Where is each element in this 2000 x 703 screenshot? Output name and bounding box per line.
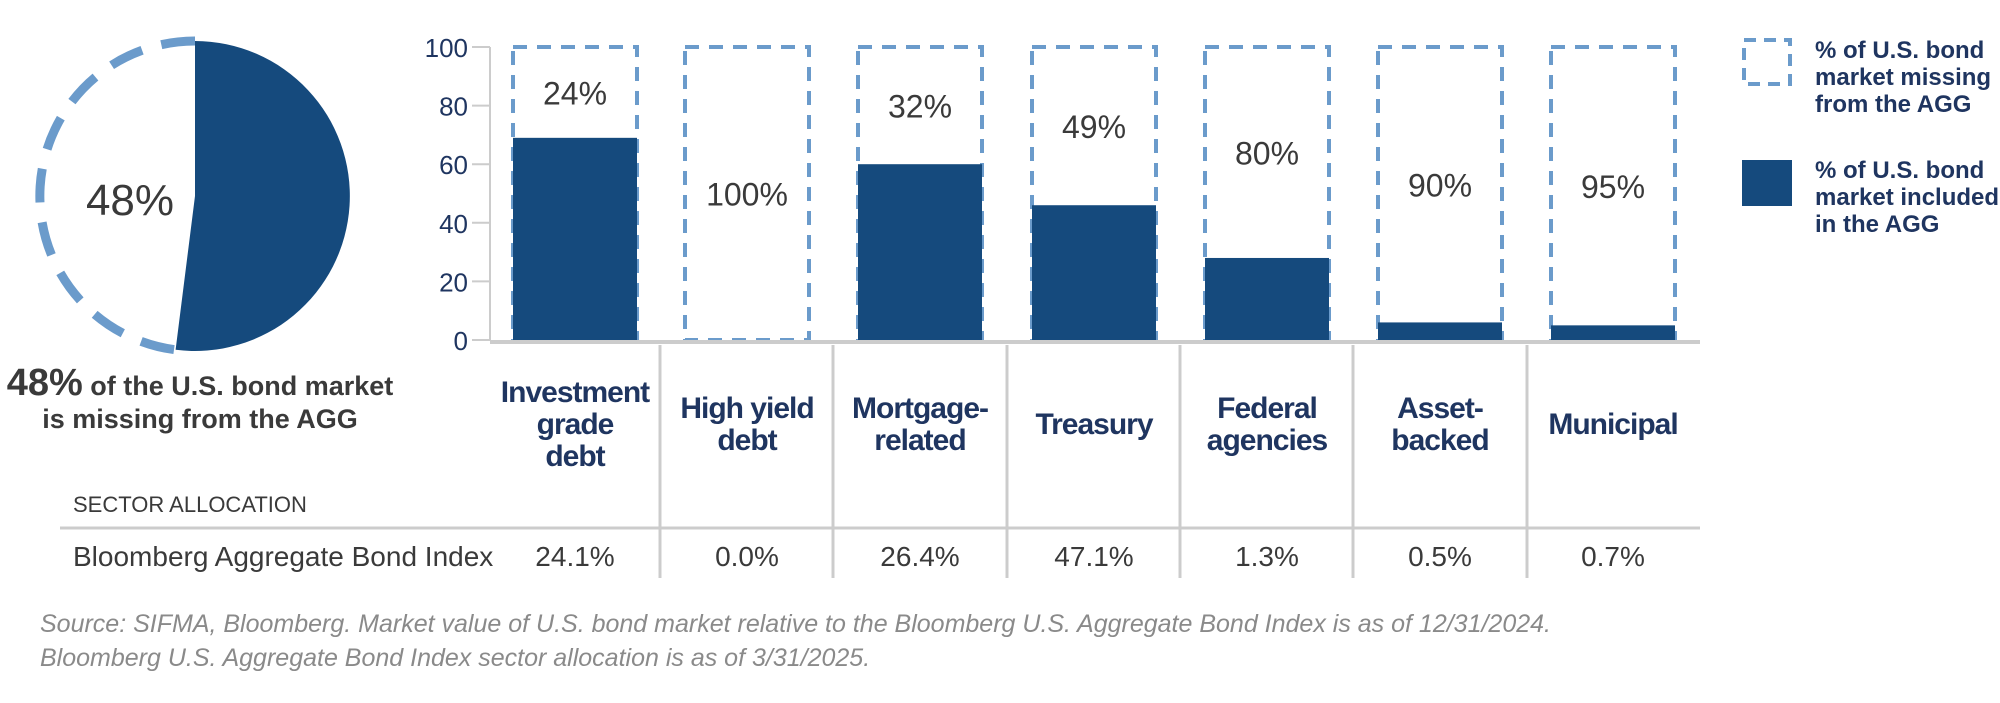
x-category-label: agencies — [1207, 424, 1328, 457]
y-tick-label: 0 — [454, 326, 468, 356]
x-category-label: grade — [537, 408, 614, 441]
source-line: Source: SIFMA, Bloomberg. Market value o… — [40, 610, 1551, 638]
y-tick-label: 20 — [439, 267, 468, 297]
x-category-label: related — [874, 424, 965, 457]
y-tick-label: 80 — [439, 92, 468, 122]
legend-label: market included — [1815, 184, 1999, 211]
source-note: Source: SIFMA, Bloomberg. Market value o… — [40, 610, 1551, 672]
x-category-label: High yield — [680, 392, 813, 425]
bar-included — [858, 164, 982, 343]
legend-swatch-included — [1742, 160, 1792, 206]
bar-included — [513, 137, 637, 343]
bar-missing-label: 100% — [706, 177, 788, 213]
table-cell-value: 0.7% — [1581, 541, 1645, 572]
legend-label: % of U.S. bond — [1815, 157, 1984, 184]
x-category-label: debt — [545, 440, 605, 473]
legend-label: % of U.S. bond — [1815, 37, 1984, 64]
pie-caption-line1: 48% of the U.S. bond market — [7, 362, 394, 404]
x-category-label: Municipal — [1548, 408, 1677, 441]
legend-label: from the AGG — [1815, 91, 1971, 118]
table-section-label: SECTOR ALLOCATION — [73, 492, 307, 517]
x-category-label: Federal — [1217, 392, 1317, 425]
legend-swatch-missing — [1742, 38, 1792, 86]
pie-center-label: 48% — [86, 176, 174, 225]
x-category-label: Mortgage- — [852, 392, 988, 425]
bar-included — [1032, 205, 1156, 343]
bar-missing — [1030, 45, 1158, 342]
x-category-label: debt — [717, 424, 777, 457]
x-category-label: Investment — [501, 376, 650, 409]
bar-missing-label: 32% — [888, 89, 952, 125]
x-category-label: backed — [1391, 424, 1488, 457]
source-line: Bloomberg U.S. Aggregate Bond Index sect… — [40, 644, 870, 672]
sector-allocation-table: SECTOR ALLOCATION Bloomberg Aggregate Bon… — [60, 345, 1700, 578]
bar-missing-label: 24% — [543, 75, 607, 111]
y-tick-label: 40 — [439, 209, 468, 239]
table-cell-value: 26.4% — [880, 541, 959, 572]
legend-label: in the AGG — [1815, 211, 1939, 238]
bar-missing-label: 80% — [1235, 135, 1299, 171]
bar-included — [1551, 325, 1675, 343]
bar-missing-label: 49% — [1062, 109, 1126, 145]
bar-included — [1205, 257, 1329, 343]
pie-caption-line2: is missing from the AGG — [42, 404, 358, 434]
bar-missing — [683, 45, 811, 342]
pie-slice-included — [175, 41, 350, 351]
bar-missing — [1549, 45, 1677, 342]
table-cell-value: 1.3% — [1235, 541, 1299, 572]
x-category-label: Treasury — [1035, 408, 1153, 441]
pie-caption-value: 48% — [7, 362, 83, 404]
y-tick-label: 100 — [425, 33, 468, 63]
table-cell-value: 0.0% — [715, 541, 779, 572]
x-category-label: Asset- — [1397, 392, 1483, 425]
pie-caption-text: of the U.S. bond market — [83, 371, 394, 401]
bar-missing — [1376, 45, 1504, 342]
table-row-label: Bloomberg Aggregate Bond Index — [73, 541, 493, 572]
bar-included — [1378, 322, 1502, 343]
bar-missing-label: 95% — [1581, 169, 1645, 205]
legend-label: market missing — [1815, 64, 1991, 91]
bar-missing-label: 90% — [1408, 168, 1472, 204]
y-tick-label: 60 — [439, 150, 468, 180]
bar-chart: 0 20 40 60 80 100 24% 100% 32% 49% 80% 90% 95% Invest… — [425, 33, 1700, 473]
table-cell-value: 0.5% — [1408, 541, 1472, 572]
bar-missing — [1203, 45, 1331, 342]
pie-slice-missing — [35, 36, 196, 355]
table-cell-value: 47.1% — [1054, 541, 1133, 572]
table-cell-value: 24.1% — [535, 541, 614, 572]
